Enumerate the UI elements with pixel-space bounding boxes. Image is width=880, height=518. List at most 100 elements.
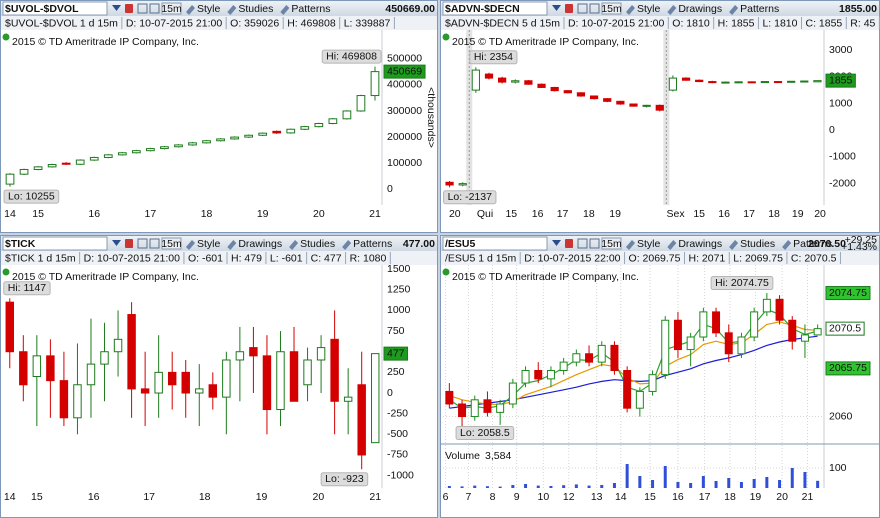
interval[interactable]: 15m: [601, 238, 622, 250]
symbol[interactable]: /ESU5: [445, 238, 476, 250]
menu-icon[interactable]: [667, 5, 677, 15]
candle-body: [117, 152, 127, 156]
menu-item[interactable]: Style: [637, 238, 661, 250]
x-tick-label: 12: [563, 491, 575, 503]
info-field: H: 469808: [287, 17, 336, 29]
candle-body: [550, 86, 559, 92]
link-icon[interactable]: [125, 4, 133, 13]
candle-body: [681, 77, 691, 81]
interval-box[interactable]: [161, 237, 182, 250]
y-tick-label: 0: [829, 124, 835, 136]
toolbar: [441, 236, 879, 251]
low-label: Lo: -923: [325, 473, 364, 485]
candle-body: [286, 128, 296, 134]
tool-icon[interactable]: [149, 3, 160, 14]
menu-item[interactable]: Patterns: [291, 3, 330, 15]
label-box: [469, 50, 518, 65]
menu-icon[interactable]: [227, 240, 237, 250]
tool-icon[interactable]: [589, 238, 600, 249]
menu-icon[interactable]: [186, 240, 195, 250]
menu-item[interactable]: Patterns: [793, 238, 832, 250]
volume-bar: [790, 468, 794, 488]
y-tick-label: 0: [387, 387, 393, 399]
tool-icon[interactable]: [577, 3, 588, 14]
menu-item[interactable]: Studies: [238, 3, 273, 15]
candle-body: [616, 100, 625, 105]
menu-item[interactable]: Style: [197, 238, 221, 250]
volume-bar: [701, 476, 705, 488]
tool-icon[interactable]: [137, 3, 148, 14]
link-icon[interactable]: [565, 239, 573, 248]
candle-body: [167, 371, 177, 386]
copyright: 2015 © TD Ameritrade IP Company, Inc.: [452, 271, 639, 283]
candle-body: [686, 336, 695, 351]
menu-icon[interactable]: [280, 5, 290, 15]
menu-item[interactable]: Drawings: [678, 3, 722, 15]
x-tick-label: 10: [537, 491, 549, 503]
volume-label: Volume: [445, 450, 480, 462]
dropdown-icon[interactable]: [112, 240, 121, 246]
last-price: 477.00: [403, 238, 435, 250]
menu-item[interactable]: Studies: [740, 238, 775, 250]
volume-bar: [625, 464, 629, 488]
menu-icon[interactable]: [626, 240, 635, 250]
volume-bar: [803, 472, 807, 488]
candle-body: [140, 388, 150, 394]
tool-icon[interactable]: [589, 3, 600, 14]
symbol[interactable]: $TICK: [5, 238, 36, 250]
volume-bar: [536, 485, 540, 488]
info-field: $TICK 1 d 15m: [5, 252, 76, 264]
interval-box[interactable]: [601, 2, 622, 15]
symbol-box[interactable]: [442, 1, 548, 16]
menu-item[interactable]: Studies: [300, 238, 335, 250]
candle-body: [787, 80, 796, 83]
price-tag: [825, 286, 871, 301]
symbol[interactable]: $UVOL-$DVOL: [5, 3, 79, 15]
tool-icon[interactable]: [137, 238, 148, 249]
menu-icon[interactable]: [729, 5, 739, 15]
dropdown-icon[interactable]: [552, 240, 561, 246]
tool-icon[interactable]: [149, 238, 160, 249]
menu-item[interactable]: Patterns: [740, 3, 779, 15]
menu-icon[interactable]: [342, 240, 352, 250]
volume-bar: [460, 486, 464, 488]
interval[interactable]: 15m: [601, 3, 622, 15]
menu-icon[interactable]: [186, 5, 195, 15]
menu-item[interactable]: Style: [197, 3, 221, 15]
menu-item[interactable]: Drawings: [678, 238, 722, 250]
symbol[interactable]: $ADVN-$DECN: [445, 3, 520, 15]
dropdown-icon[interactable]: [552, 5, 561, 11]
x-tick-label: 20: [313, 491, 325, 503]
candle-body: [32, 355, 42, 377]
symbol-box[interactable]: [442, 236, 548, 251]
candle-body: [559, 361, 568, 372]
menu-icon[interactable]: [729, 240, 739, 250]
menu-icon[interactable]: [782, 240, 792, 250]
candle-body: [5, 301, 14, 353]
symbol-box[interactable]: [2, 236, 108, 251]
menu-icon[interactable]: [667, 240, 677, 250]
price-tag: [825, 321, 865, 336]
x-tick-label: 16: [718, 208, 730, 220]
volume-bar: [816, 480, 820, 488]
menu-item[interactable]: Style: [637, 3, 661, 15]
interval[interactable]: 15m: [161, 3, 182, 15]
link-icon[interactable]: [565, 4, 573, 13]
info-field: L: -601: [270, 252, 303, 264]
menu-icon[interactable]: [289, 240, 299, 250]
info-field: O: 359026: [230, 17, 279, 29]
menu-icon[interactable]: [626, 5, 635, 15]
interval[interactable]: 15m: [161, 238, 182, 250]
candle-body: [648, 374, 657, 392]
symbol-box[interactable]: [2, 1, 108, 16]
x-tick-label: 18: [201, 208, 213, 220]
interval-box[interactable]: [601, 237, 622, 250]
dropdown-icon[interactable]: [112, 5, 121, 11]
menu-item[interactable]: Drawings: [238, 238, 282, 250]
label-box: [455, 426, 515, 440]
tool-icon[interactable]: [577, 238, 588, 249]
interval-box[interactable]: [161, 2, 182, 15]
menu-icon[interactable]: [227, 5, 237, 15]
link-icon[interactable]: [125, 239, 133, 248]
menu-item[interactable]: Patterns: [353, 238, 392, 250]
